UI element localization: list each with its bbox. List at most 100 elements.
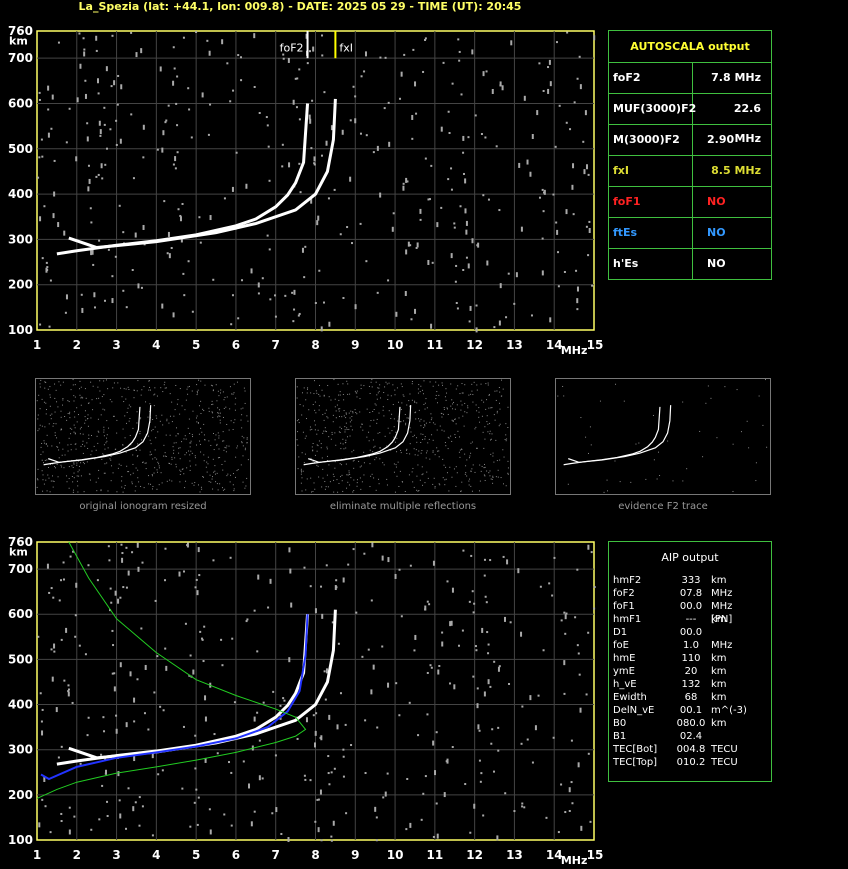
thumb-noise [219,483,221,485]
thumb-noise [103,429,105,431]
thumb-noise [377,387,379,389]
autoscala-value: NO [707,226,726,239]
thumb-noise [171,456,173,458]
noise-dot [531,134,534,140]
thumb-noise [424,424,426,426]
thumb-noise [306,392,308,394]
thumb-noise [383,415,385,417]
thumb-noise [297,431,299,433]
thumb-noise [699,430,701,432]
thumb-noise [395,431,397,433]
thumb-noise [74,433,76,435]
thumb-noise [503,483,505,485]
thumb-noise [417,464,419,466]
noise-dot [192,669,195,675]
thumb-noise [354,390,356,392]
thumb-noise [197,422,199,424]
thumb-noise [140,485,142,487]
thumb-noise [459,449,461,451]
noise-dot [237,54,240,57]
noise-dot [232,89,235,92]
noise-dot [287,837,290,843]
noise-dot [375,839,378,842]
thumb-noise [455,423,457,425]
noise-dot [508,682,511,685]
thumb-noise [149,403,151,405]
noise-dot [117,598,120,604]
thumb-noise [352,412,354,414]
thumb-noise [382,462,384,464]
noise-dot [41,798,44,801]
x-tick-label: 6 [232,848,240,862]
noise-dot [47,132,50,138]
thumb-noise [110,456,112,458]
noise-dot [177,208,180,211]
noise-dot [499,84,502,87]
thumb-noise [125,388,127,390]
thumb-noise [406,448,408,450]
noise-dot [52,213,55,219]
thumb-noise [47,474,49,476]
thumb-noise [505,434,507,436]
thumb-noise [202,476,204,478]
thumb-noise [614,460,616,462]
thumb-noise [399,470,401,472]
noise-dot [53,643,56,649]
thumb-noise [103,454,105,456]
thumb-noise [212,403,214,405]
thumb-noise [137,380,139,382]
noise-dot [110,601,113,604]
thumb-noise [88,434,90,436]
thumb-noise [166,420,168,422]
noise-dot [303,276,306,279]
thumb-noise [123,401,125,403]
noise-dot [180,237,183,243]
thumb-noise [363,451,365,453]
noise-dot [320,154,323,157]
noise-dot [472,611,475,614]
noise-dot [587,544,590,550]
thumb-noise [196,384,198,386]
thumb-noise [398,485,400,487]
thumb-noise [438,450,440,452]
noise-dot [484,595,487,598]
thumb-noise [376,398,378,400]
thumb-noise [235,397,237,399]
thumb-noise [132,472,134,474]
noise-dot [572,163,575,169]
noise-dot [440,206,443,209]
thumb-noise [491,433,493,435]
thumb-noise [124,415,126,417]
thumb-noise [79,388,81,390]
noise-dot [55,707,58,713]
x-tick-label: 15 [587,848,604,862]
noise-dot [53,191,56,197]
thumb-noise [475,426,477,428]
y-tick-label: 300 [8,232,33,246]
thumb-noise [51,475,53,477]
thumb-noise [233,488,235,490]
noise-dot [563,692,566,695]
thumb-noise [98,397,100,399]
thumb-noise [128,420,130,422]
thumb-noise [328,464,330,466]
thumb-noise [489,475,491,477]
autoscala-value: 22.6 MHz [733,102,761,145]
thumb-noise [418,418,420,420]
thumb-noise [659,475,661,477]
thumb-noise [490,453,492,455]
thumb-noise [423,380,425,382]
thumb-noise [232,473,234,475]
thumb-noise [73,411,75,413]
noise-dot [520,226,523,232]
thumb-noise [217,407,219,409]
autoscala-value: NO [707,257,726,270]
thumb-noise [200,427,202,429]
thumb-noise [420,418,422,420]
y-tick-label: 300 [8,743,33,757]
thumb-noise [496,410,498,412]
noise-dot [57,756,60,759]
thumb-noise [132,427,134,429]
thumb-noise [499,402,501,404]
thumb-noise [204,384,206,386]
